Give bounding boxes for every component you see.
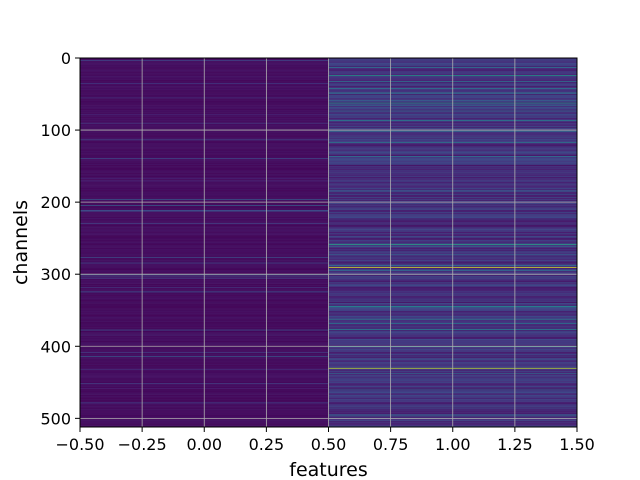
x-tick-label: 1.25: [497, 435, 533, 454]
x-tick-label: 0.75: [373, 435, 409, 454]
x-tick-label: 1.00: [435, 435, 471, 454]
x-axis: −0.50 −0.25 0.00 0.25 0.50 0.75 1.00 1.25 1.50: [55, 427, 595, 454]
y-tick-label: 0: [61, 49, 71, 68]
x-tick-label: −0.50: [55, 435, 104, 454]
x-tick-label: 1.50: [559, 435, 595, 454]
y-axis-label: channels: [10, 200, 32, 285]
x-tick-label: 0.00: [186, 435, 222, 454]
x-tick-label: 0.50: [311, 435, 347, 454]
y-tick-label: 200: [40, 193, 71, 212]
x-tick-label: 0.25: [249, 435, 285, 454]
y-tick-label: 400: [40, 337, 71, 356]
y-tick-label: 300: [40, 265, 71, 284]
y-tick-label: 500: [40, 409, 71, 428]
y-axis: 0 100 200 300 400 500: [40, 49, 80, 428]
y-tick-label: 100: [40, 121, 71, 140]
x-tick-label: −0.25: [118, 435, 167, 454]
x-axis-label: features: [289, 459, 368, 480]
